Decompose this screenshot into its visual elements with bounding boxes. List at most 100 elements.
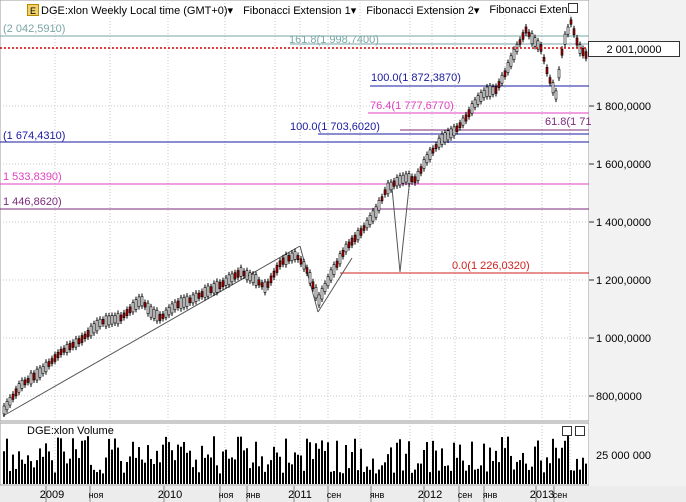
candle: [11, 393, 15, 400]
volume-bar: [432, 440, 434, 484]
volume-bar: [24, 463, 26, 484]
volume-bar: [201, 445, 203, 484]
candle: [455, 125, 459, 132]
candle: [533, 37, 537, 47]
candle: [449, 128, 453, 139]
candle: [581, 48, 585, 56]
volume-bar: [273, 446, 275, 484]
candle: [560, 48, 564, 56]
candle: [185, 295, 189, 307]
study-fib-extension-3[interactable]: Fibonacci Extensi: [489, 4, 576, 16]
time-tick-label: янв: [246, 490, 261, 500]
volume-bar: [222, 451, 224, 484]
time-tick-label: 2010: [158, 489, 182, 501]
volume-bar: [195, 459, 197, 484]
volume-bar: [15, 468, 17, 484]
volume-bar: [297, 454, 299, 484]
close-panel-icon[interactable]: [575, 426, 585, 436]
candlesticks: [2, 16, 588, 417]
candle: [143, 302, 147, 308]
trend-line[interactable]: [317, 257, 353, 313]
volume-bar: [561, 447, 563, 484]
volume-bar: [48, 451, 50, 484]
candle: [263, 281, 267, 293]
maximize-price-panel-icon[interactable]: [568, 3, 578, 13]
candle: [92, 323, 96, 334]
fib-level-label: 100.0(1 703,6020): [290, 121, 380, 133]
candle: [71, 341, 75, 348]
volume-bar: [498, 462, 500, 484]
candle: [380, 196, 384, 202]
volume-bar: [159, 462, 161, 484]
candle: [509, 55, 513, 67]
candle: [485, 86, 489, 97]
volume-bar: [495, 450, 497, 484]
volume-bar: [132, 441, 134, 484]
candle: [83, 333, 87, 340]
volume-bar: [471, 441, 473, 484]
volume-bar: [411, 472, 413, 484]
time-tick-label: 2012: [418, 489, 442, 501]
time-tick-label: 2011: [288, 489, 312, 501]
volume-bar: [369, 469, 371, 484]
candle: [578, 44, 582, 54]
volume-bar: [117, 447, 119, 484]
price-panel-frame: [0, 0, 590, 422]
volume-bar: [255, 441, 257, 484]
candle: [62, 347, 66, 353]
candle: [353, 234, 357, 242]
volume-bar: [198, 472, 200, 484]
candle: [326, 276, 330, 287]
candle: [224, 277, 228, 286]
volume-bar: [372, 458, 374, 484]
volume-bar: [39, 448, 41, 484]
volume-bar: [456, 457, 458, 484]
candle: [122, 312, 126, 318]
candle: [389, 181, 393, 191]
volume-bar: [135, 457, 137, 484]
study-fib-extension-1[interactable]: Fibonacci Extension 1▾: [243, 4, 357, 17]
trend-line[interactable]: [399, 177, 411, 273]
candle: [419, 166, 423, 174]
candle: [47, 361, 51, 367]
volume-bar: [120, 460, 122, 484]
chart-title[interactable]: DGE:xlon Weekly Local time (GMT+0)▾: [41, 4, 234, 17]
volume-bar: [27, 455, 29, 484]
candle: [470, 103, 474, 114]
volume-bar: [396, 442, 398, 484]
volume-bar: [177, 444, 179, 484]
volume-bar: [102, 473, 104, 484]
candle: [290, 252, 294, 261]
candle: [479, 92, 483, 102]
volume-bar: [582, 457, 584, 484]
study-fib-extension-2[interactable]: Fibonacci Extension 2▾: [366, 4, 480, 17]
volume-bar: [333, 471, 335, 484]
candle: [41, 366, 45, 374]
volume-bar: [141, 459, 143, 484]
volume-bar: [93, 469, 95, 484]
volume-bar: [267, 464, 269, 484]
chart-app-icon[interactable]: E: [27, 4, 39, 16]
volume-bar: [129, 456, 131, 484]
volume-bar: [576, 458, 578, 484]
volume-bar: [153, 464, 155, 484]
candle: [341, 250, 345, 257]
candle: [440, 133, 444, 145]
price-tick-label: 1 200,0000: [596, 275, 651, 287]
volume-bar: [282, 472, 284, 484]
candle: [209, 286, 213, 293]
maximize-panel-icon[interactable]: [562, 426, 572, 436]
volume-bar: [300, 455, 302, 484]
candle: [335, 260, 339, 268]
fib-level-label: (2 042,5910): [3, 23, 65, 35]
candle: [242, 270, 246, 277]
volume-bar: [549, 463, 551, 484]
trend-line[interactable]: [391, 187, 401, 273]
volume-bar: [291, 464, 293, 484]
volume-bar: [552, 438, 554, 484]
candle: [245, 270, 249, 281]
volume-bar: [279, 456, 281, 484]
candle: [98, 318, 102, 327]
volume-bar: [570, 470, 572, 484]
